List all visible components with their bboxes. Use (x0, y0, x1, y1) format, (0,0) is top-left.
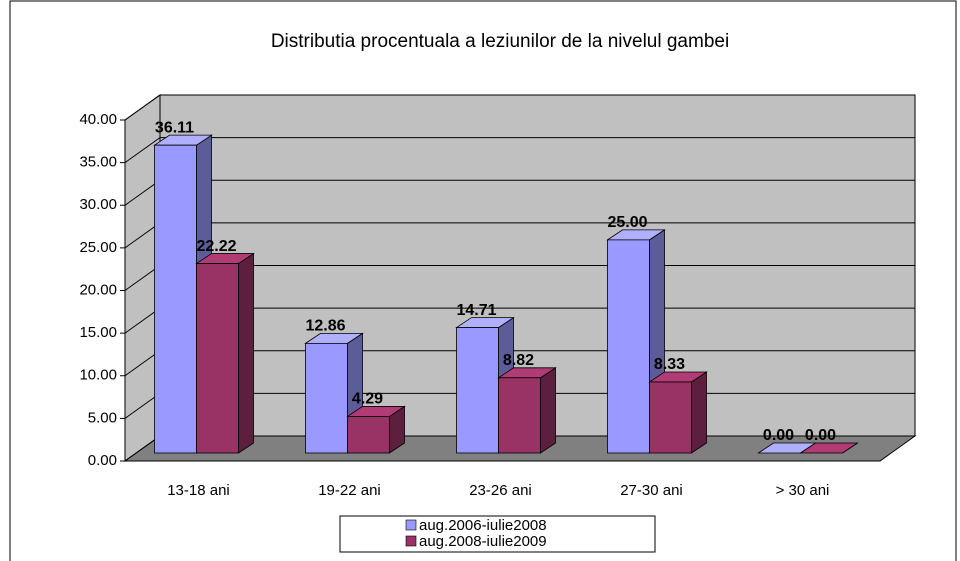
value-label: 36.11 (155, 119, 194, 136)
y-tick-label: 35.00 (79, 154, 117, 171)
legend-label: aug.2006-iulie2008 (419, 517, 547, 534)
x-tick-label: 23-26 ani (469, 482, 532, 499)
y-tick-label: 5.00 (88, 409, 117, 426)
y-tick-label: 25.00 (79, 239, 117, 256)
x-tick-label: 27-30 ani (620, 482, 683, 499)
bar (799, 442, 859, 454)
y-tick-label: 20.00 (79, 281, 117, 298)
legend-box (339, 515, 656, 553)
bar-side (540, 367, 556, 454)
y-tick-label: 10.00 (79, 367, 117, 384)
value-label: 14.71 (456, 302, 496, 319)
legend-label: aug.2008-iulie2009 (419, 533, 547, 550)
value-label: 25.00 (607, 214, 647, 231)
grid-line (124, 137, 915, 164)
grid-line (124, 94, 915, 121)
x-tick-label: 19-22 ani (318, 482, 381, 499)
bar-front (347, 416, 390, 454)
y-tick-label: 0.00 (88, 452, 117, 469)
value-label: 8.33 (654, 356, 685, 373)
x-tick-label: 13-18 ani (167, 482, 230, 499)
bar-front (305, 342, 348, 454)
bar-side (691, 371, 707, 454)
bar-top (799, 442, 859, 454)
value-label: 0.00 (805, 427, 836, 444)
y-tick-label: 15.00 (79, 324, 117, 341)
bar (195, 252, 255, 454)
bar-front (456, 327, 499, 454)
value-label: 12.86 (305, 318, 345, 335)
bar-front (154, 144, 197, 454)
value-label: 8.82 (503, 352, 534, 369)
bar (346, 405, 406, 454)
bar (497, 367, 557, 454)
legend-swatch (405, 535, 417, 547)
value-label: 22.22 (196, 238, 236, 255)
bar-front (607, 239, 650, 454)
value-label: 0.00 (763, 427, 794, 444)
bar-side (238, 252, 254, 454)
y-tick-label: 40.00 (79, 111, 117, 128)
legend-swatch (405, 519, 417, 531)
bar-front (649, 381, 692, 454)
chart-title: Distributia procentuala a leziunilor de … (271, 31, 729, 52)
y-tick-label: 30.00 (79, 196, 117, 213)
x-tick-label: > 30 ani (776, 482, 830, 499)
value-label: 4.29 (352, 391, 383, 408)
bar-front (498, 377, 541, 454)
bar (648, 371, 708, 454)
bar-front (196, 263, 239, 454)
